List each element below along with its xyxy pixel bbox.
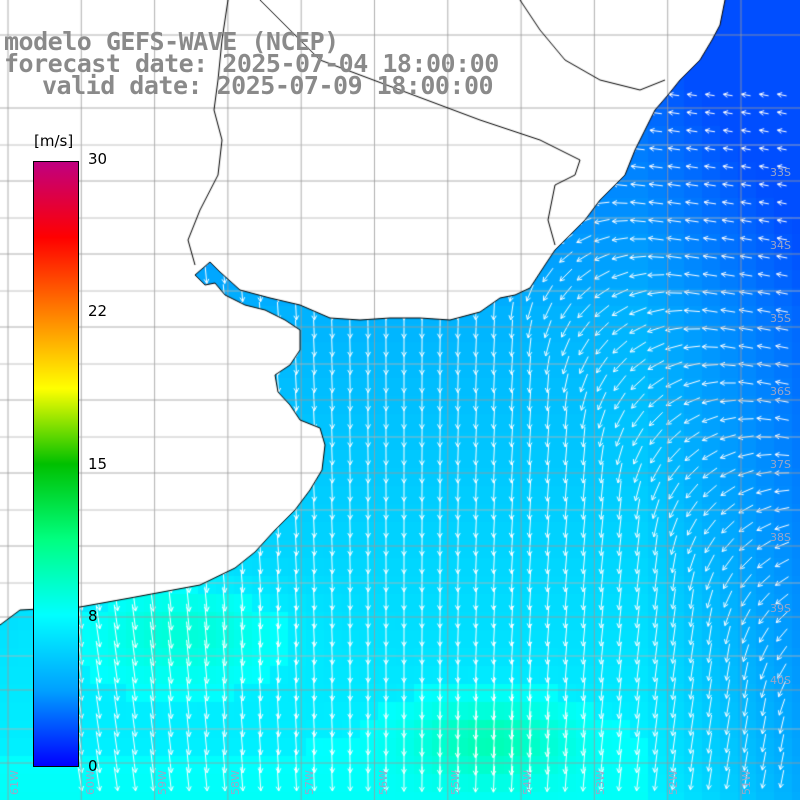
lon-label: 58W: [229, 770, 242, 795]
colorbar-unit: [m/s]: [34, 132, 74, 150]
lat-label: 37S: [770, 458, 791, 471]
lon-label: 55W: [449, 770, 462, 795]
lon-label: 61W: [8, 770, 21, 795]
lon-label: 59W: [156, 770, 169, 795]
colorbar-tick-label: 22: [88, 302, 108, 320]
lon-label: 56W: [377, 770, 390, 795]
lat-label: 35S: [770, 312, 791, 325]
valid-date: valid date: 2025-07-09 18:00:00: [42, 71, 494, 100]
lat-label: 34S: [770, 239, 791, 252]
lat-label: 33S: [770, 166, 791, 179]
colorbar-tick-label: 8: [88, 607, 98, 625]
colorbar-tick-label: 30: [88, 150, 108, 168]
forecast-date: forecast date: 2025-07-04 18:00:00: [4, 49, 499, 78]
lon-label: 54W: [521, 770, 534, 795]
lon-label: 60W: [84, 770, 97, 795]
colorbar-tick-label: 0: [88, 757, 98, 775]
colorbar: [33, 161, 79, 767]
lon-label: 52W: [667, 770, 680, 795]
lat-label: 39S: [770, 602, 791, 615]
lat-label: 40S: [770, 674, 791, 687]
lat-label: 38S: [770, 531, 791, 544]
colorbar-tick-label: 15: [88, 455, 108, 473]
lon-label: 51W: [740, 770, 753, 795]
lon-label: 57W: [303, 770, 316, 795]
model-title: modelo GEFS-WAVE (NCEP): [4, 27, 339, 56]
lon-label: 53W: [594, 770, 607, 795]
lat-label: 36S: [770, 385, 791, 398]
